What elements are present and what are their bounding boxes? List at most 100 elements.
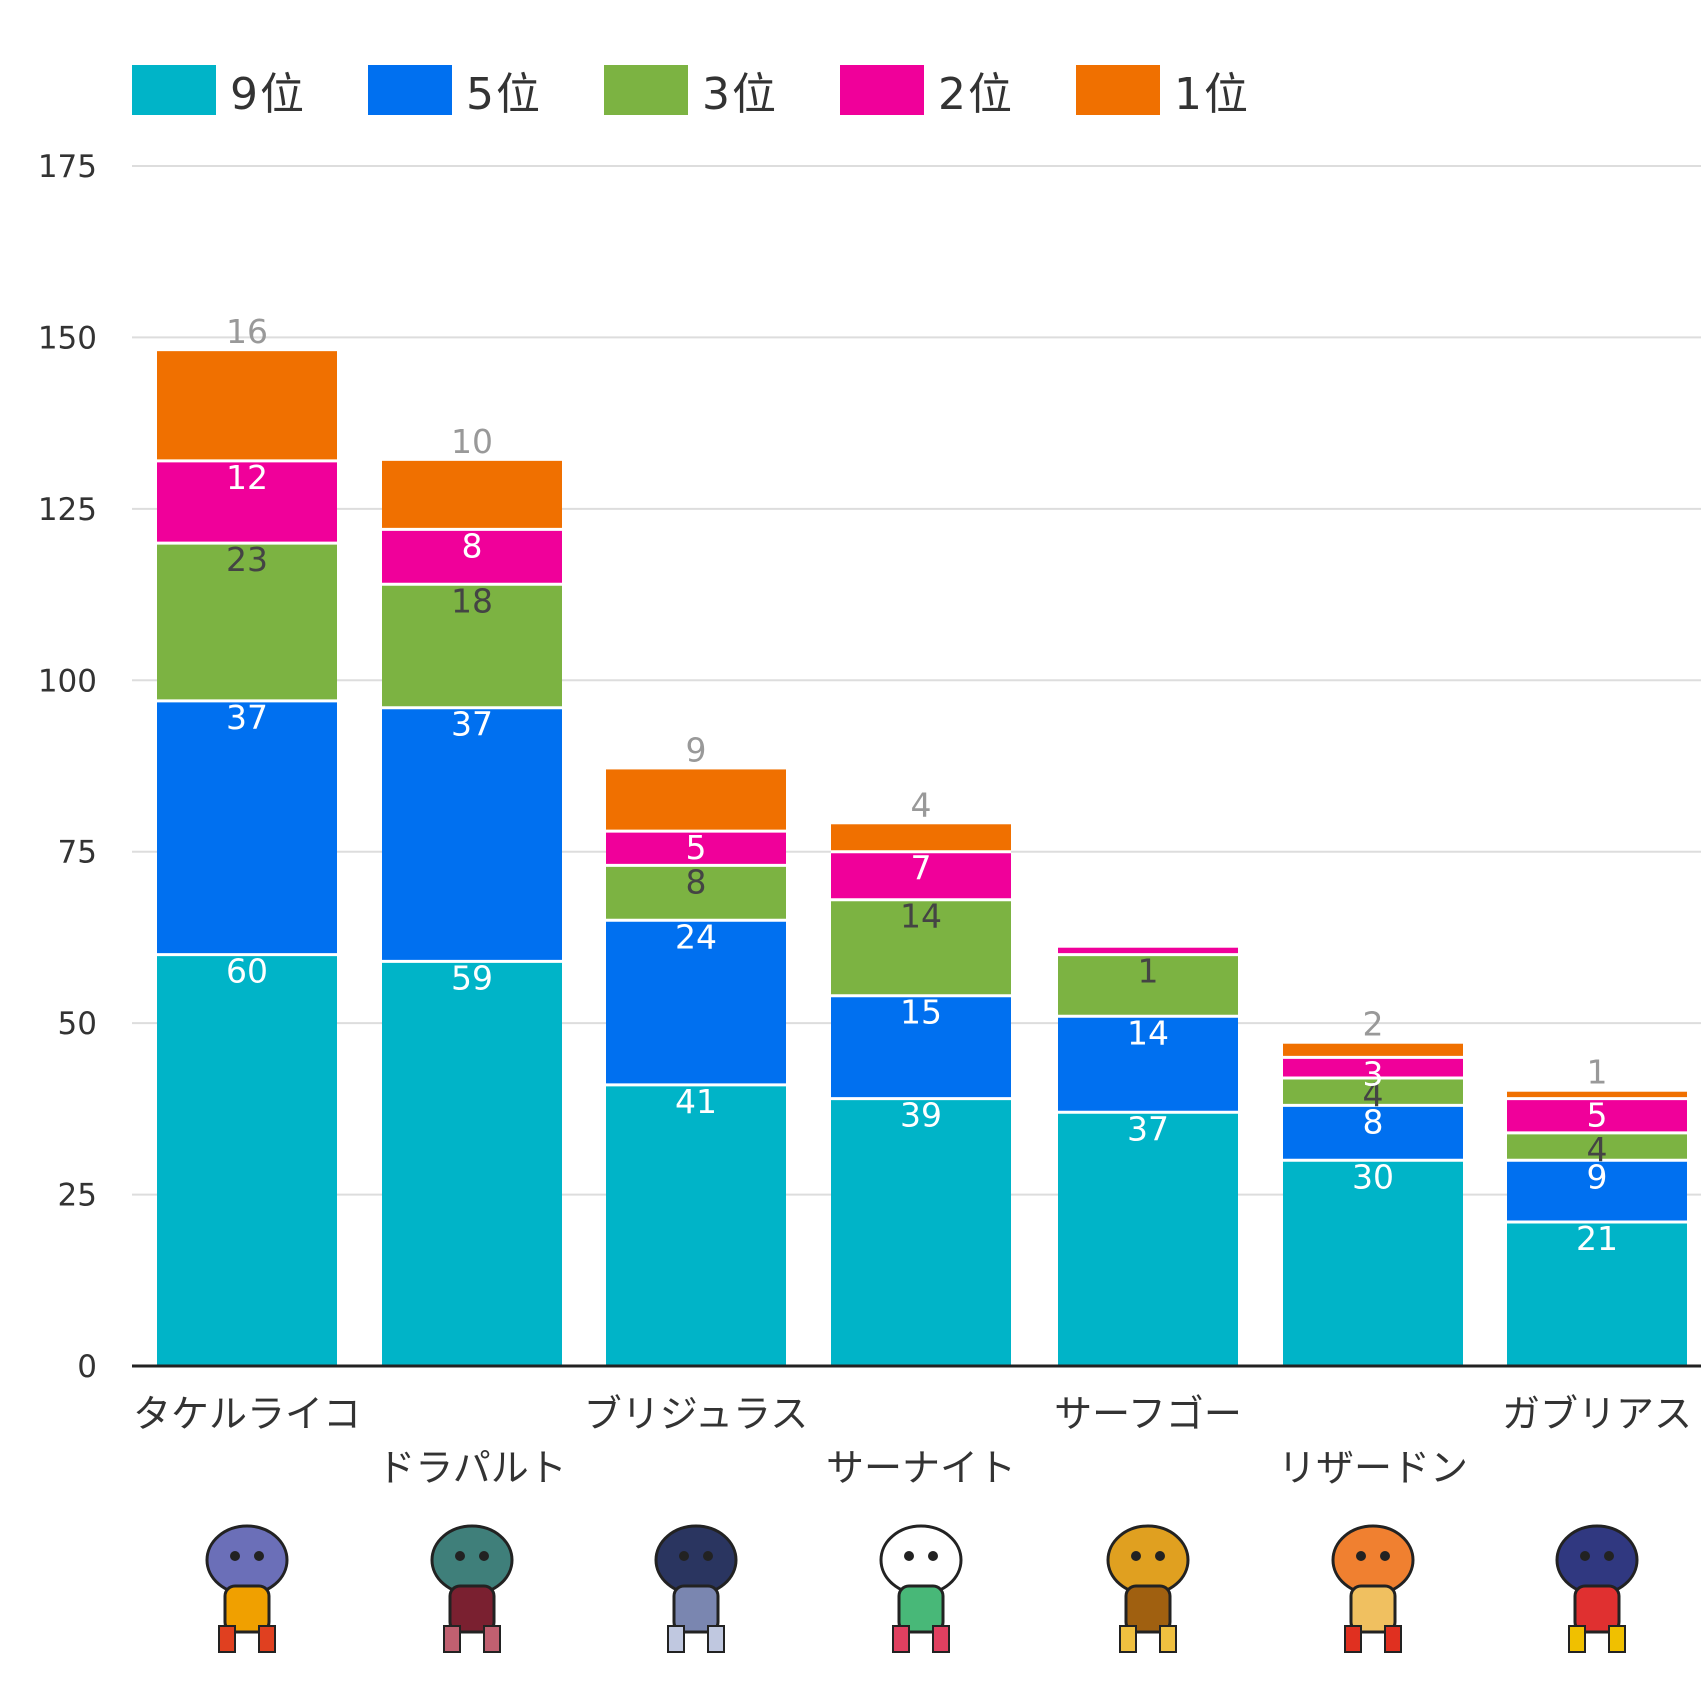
data-label: 10 [451, 422, 493, 461]
bar-segment [1507, 1160, 1687, 1222]
x-category-label: ドラパルト [377, 1446, 567, 1490]
bar-segment [1283, 1105, 1463, 1161]
data-label: 5 [1587, 1096, 1608, 1135]
bar-segment [157, 543, 337, 701]
legend-label: 3位 [702, 69, 778, 120]
data-label: 30 [1352, 1157, 1394, 1196]
legend-item: 2位 [840, 58, 1014, 122]
data-label: 2 [1363, 1005, 1384, 1044]
bar-segment [157, 700, 337, 955]
data-label: 39 [900, 1096, 942, 1135]
data-label: 1 [1138, 952, 1159, 991]
data-label: 23 [226, 540, 268, 579]
x-category-label: ガブリアス [1502, 1392, 1692, 1436]
legend-label: 5位 [466, 69, 542, 120]
bar-segment [157, 460, 337, 544]
x-category-label: サーナイト [826, 1446, 1016, 1490]
data-label: 24 [675, 917, 717, 956]
bar-segment [831, 1098, 1011, 1366]
data-label: 14 [1127, 1013, 1169, 1052]
legend-swatch [368, 65, 452, 115]
legend-item: 5位 [368, 58, 542, 122]
x-category-label: リザードン [1278, 1446, 1468, 1490]
gholdengo-sprite-icon [1086, 1508, 1210, 1658]
y-tick-label: 50 [58, 1006, 97, 1042]
legend-item: 1位 [1076, 58, 1250, 122]
legend-swatch [1076, 65, 1160, 115]
data-label: 37 [451, 705, 493, 744]
charizard-sprite-icon [1311, 1508, 1435, 1658]
y-tick-label: 100 [38, 663, 97, 699]
data-label: 3 [1363, 1054, 1384, 1093]
data-label: 4 [911, 785, 932, 824]
data-label: 59 [451, 958, 493, 997]
bar-segment [831, 851, 1011, 900]
data-label: 14 [900, 897, 942, 936]
data-label: 8 [686, 862, 707, 901]
bar-segment [1283, 1043, 1463, 1058]
data-label: 4 [1587, 1130, 1608, 1169]
legend-label: 2位 [938, 69, 1014, 120]
legend-label: 9位 [230, 69, 306, 120]
y-tick-label: 150 [38, 320, 97, 356]
bar-segment [606, 920, 786, 1085]
bar-segment [382, 707, 562, 962]
bar-segment [1507, 1098, 1687, 1133]
data-label: 8 [462, 526, 483, 565]
bar-segment [1507, 1222, 1687, 1366]
bar-segment [382, 584, 562, 708]
dragapult-sprite-icon [410, 1508, 534, 1658]
data-label: 7 [911, 849, 932, 888]
x-category-label: タケルライコ [133, 1392, 361, 1436]
garchomp-sprite-icon [1535, 1508, 1659, 1658]
x-category-label: サーフゴー [1054, 1392, 1242, 1436]
bar-segment [382, 961, 562, 1366]
bar-segment [1058, 947, 1238, 955]
data-label: 37 [1127, 1109, 1169, 1148]
legend: 9位 5位 3位 2位 1位 [132, 62, 1312, 120]
gardevoir-sprite-icon [859, 1508, 983, 1658]
y-tick-label: 175 [38, 149, 97, 185]
legend-item: 3位 [604, 58, 778, 122]
data-label: 18 [451, 581, 493, 620]
data-label: 12 [226, 458, 268, 497]
bar-segment [606, 769, 786, 832]
data-label: 60 [226, 952, 268, 991]
raging-bolt-sprite-icon [185, 1508, 309, 1658]
bar-segment [1283, 1160, 1463, 1366]
data-label: 9 [1587, 1157, 1608, 1196]
bar-segment [157, 954, 337, 1366]
data-label: 9 [686, 730, 707, 769]
legend-swatch [604, 65, 688, 115]
data-label: 15 [900, 993, 942, 1032]
bar-segment [606, 865, 786, 921]
legend-swatch [132, 65, 216, 115]
bar-segment [606, 1084, 786, 1366]
bar-segment [831, 899, 1011, 996]
legend-swatch [840, 65, 924, 115]
bar-segment [831, 995, 1011, 1099]
bar-segment [1283, 1057, 1463, 1078]
bar-segment [831, 824, 1011, 852]
bar-segment [1058, 1016, 1238, 1113]
y-tick-label: 75 [58, 835, 97, 871]
data-label: 16 [226, 312, 268, 351]
bar-segment [1507, 1091, 1687, 1099]
archaludon-sprite-icon [634, 1508, 758, 1658]
data-label: 41 [675, 1082, 717, 1121]
bar-segment [382, 529, 562, 585]
data-label: 5 [686, 828, 707, 867]
data-label: 21 [1576, 1219, 1618, 1258]
bar-segment [157, 351, 337, 461]
data-label: 37 [226, 698, 268, 737]
y-tick-label: 0 [77, 1349, 97, 1385]
legend-label: 1位 [1174, 69, 1250, 120]
bar-segment [1058, 954, 1238, 1017]
y-tick-label: 25 [58, 1178, 97, 1214]
data-label: 8 [1363, 1102, 1384, 1141]
bar-segment [1058, 1112, 1238, 1366]
y-tick-label: 125 [38, 492, 97, 528]
bar-segment [1507, 1132, 1687, 1161]
bar-segment [382, 460, 562, 530]
